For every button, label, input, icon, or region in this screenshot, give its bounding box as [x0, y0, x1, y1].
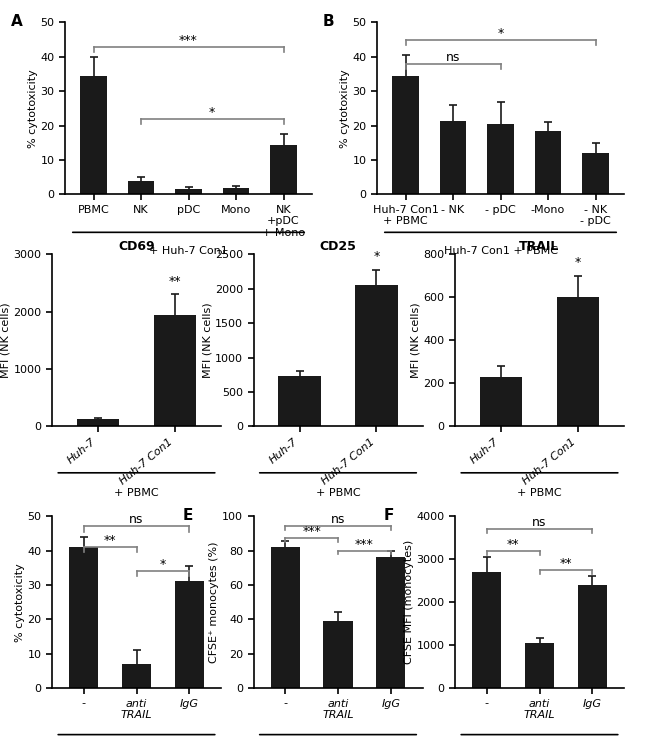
Text: ns: ns — [446, 51, 460, 64]
Bar — [393, 76, 419, 194]
Bar — [128, 181, 154, 194]
Y-axis label: % cytotoxicity: % cytotoxicity — [340, 69, 350, 148]
Bar — [472, 572, 501, 688]
Bar — [223, 188, 249, 194]
Bar — [154, 314, 196, 426]
Y-axis label: MFI (NK cells): MFI (NK cells) — [411, 302, 421, 378]
Bar — [582, 153, 608, 194]
Bar — [488, 124, 514, 194]
Text: Huh-7 Con1 + PBMC: Huh-7 Con1 + PBMC — [443, 246, 558, 256]
Bar — [278, 376, 320, 426]
Text: ***: *** — [179, 34, 198, 46]
Y-axis label: % cytotoxicity: % cytotoxicity — [28, 69, 38, 148]
Bar — [557, 298, 599, 426]
Text: **: ** — [507, 538, 519, 551]
Text: **: ** — [168, 275, 181, 287]
Y-axis label: CFSE MFI (monocytes): CFSE MFI (monocytes) — [404, 540, 413, 664]
Bar — [525, 643, 554, 688]
Bar — [440, 120, 466, 194]
Text: + PBMC: + PBMC — [517, 488, 562, 498]
Bar — [270, 547, 300, 688]
Bar — [480, 377, 522, 426]
Text: ns: ns — [129, 513, 144, 527]
Text: E: E — [183, 507, 193, 523]
Bar — [270, 144, 296, 194]
Text: + PBMC: + PBMC — [114, 488, 159, 498]
Text: *: * — [160, 558, 166, 571]
Y-axis label: MFI (NK cells): MFI (NK cells) — [1, 302, 10, 378]
Title: CD69: CD69 — [118, 240, 155, 253]
Bar — [376, 557, 406, 688]
Text: ***: *** — [302, 526, 321, 539]
Title: TRAIL: TRAIL — [519, 240, 560, 253]
Bar — [176, 189, 202, 194]
Bar — [69, 547, 98, 688]
Bar — [122, 664, 151, 688]
Y-axis label: CFSE⁺ monocytes (%): CFSE⁺ monocytes (%) — [209, 542, 219, 663]
Bar — [535, 131, 561, 194]
Bar — [578, 585, 607, 688]
Text: *: * — [497, 27, 504, 40]
Text: + PBMC: + PBMC — [316, 488, 360, 498]
Bar — [81, 76, 107, 194]
Bar — [77, 420, 119, 426]
Text: *: * — [575, 256, 581, 269]
Text: *: * — [373, 251, 380, 263]
Text: *: * — [209, 105, 215, 119]
Bar — [356, 285, 398, 426]
Text: ns: ns — [331, 513, 345, 527]
Title: CD25: CD25 — [320, 240, 356, 253]
Y-axis label: MFI (NK cells): MFI (NK cells) — [202, 302, 212, 378]
Text: **: ** — [560, 557, 572, 570]
Text: ***: *** — [355, 538, 374, 551]
Bar — [175, 581, 204, 688]
Y-axis label: % cytotoxicity: % cytotoxicity — [15, 562, 25, 642]
Text: F: F — [384, 507, 395, 523]
Text: B: B — [322, 14, 334, 29]
Text: + Huh-7 Con1: + Huh-7 Con1 — [149, 246, 228, 256]
Text: A: A — [10, 14, 22, 29]
Bar — [324, 621, 352, 688]
Text: **: ** — [104, 534, 116, 547]
Text: ns: ns — [532, 516, 547, 529]
